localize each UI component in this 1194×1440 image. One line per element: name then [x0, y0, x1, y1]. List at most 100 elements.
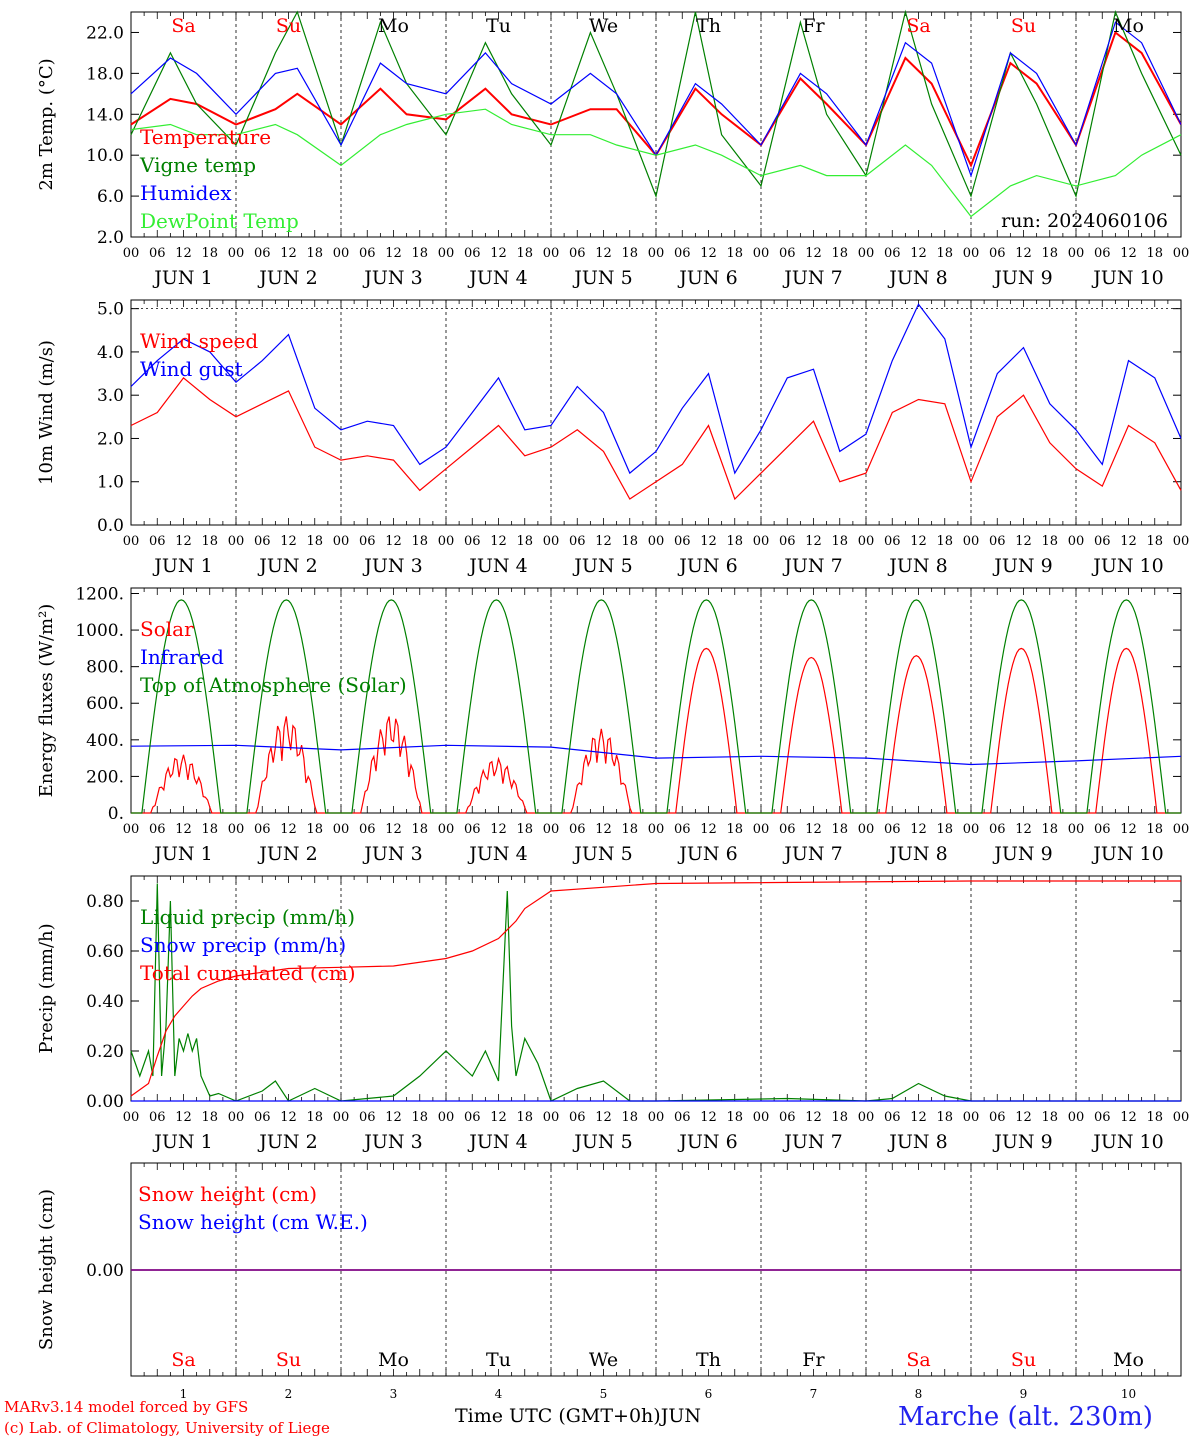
hour-tick-label: 06 [1094, 822, 1111, 837]
day-tick-label: JUN 10 [1091, 267, 1163, 289]
day-tick-label: JUN 8 [887, 267, 947, 289]
series-line [130, 377, 1182, 501]
y-tick-label: 400. [86, 731, 124, 751]
hour-tick-label: 00 [543, 1110, 560, 1125]
hour-tick-label: 18 [831, 246, 848, 261]
hour-tick-label: 00 [123, 1110, 140, 1125]
hour-tick-label: 18 [516, 822, 533, 837]
hour-tick-label: 06 [149, 1110, 166, 1125]
hour-tick-label: 18 [936, 534, 953, 549]
hour-tick-label: 06 [254, 246, 271, 261]
weekday-label: Tu [486, 15, 511, 37]
hour-tick-label: 00 [543, 246, 560, 261]
hour-tick-label: 00 [963, 534, 980, 549]
day-tick-label: JUN 4 [467, 555, 527, 577]
hour-tick-label: 12 [385, 534, 402, 549]
hour-tick-label: 00 [438, 1110, 455, 1125]
hour-tick-label: 12 [1120, 822, 1137, 837]
hour-tick-label: 06 [359, 822, 376, 837]
hour-tick-label: 18 [516, 246, 533, 261]
day-tick-label: JUN 6 [677, 267, 737, 289]
hour-tick-label: 18 [621, 246, 638, 261]
date-label: 9 [1020, 1387, 1028, 1401]
hour-tick-label: 00 [1173, 534, 1190, 549]
hour-tick-label: 18 [831, 822, 848, 837]
hour-tick-label: 00 [963, 822, 980, 837]
legend-entry: Wind speed [140, 329, 258, 353]
hour-tick-label: 00 [228, 246, 245, 261]
hour-tick-label: 00 [228, 534, 245, 549]
hour-tick-label: 18 [201, 822, 218, 837]
y-tick-label: 3.0 [97, 386, 124, 406]
hour-tick-label: 00 [1068, 822, 1085, 837]
hour-tick-label: 00 [963, 1110, 980, 1125]
legend-entry: Vigne temp [139, 153, 256, 177]
weekday-label: Sa [171, 15, 195, 37]
hour-tick-label: 00 [753, 822, 770, 837]
hour-tick-label: 06 [1094, 246, 1111, 261]
hour-tick-label: 18 [726, 534, 743, 549]
y-axis-label: Energy fluxes (W/m²) [36, 604, 57, 798]
hour-tick-label: 18 [306, 1110, 323, 1125]
hour-tick-label: 12 [595, 246, 612, 261]
hour-tick-label: 06 [1094, 534, 1111, 549]
hour-tick-label: 06 [884, 246, 901, 261]
hour-tick-label: 06 [464, 822, 481, 837]
hour-tick-label: 00 [858, 822, 875, 837]
date-label: 7 [810, 1387, 818, 1401]
hour-tick-label: 06 [254, 534, 271, 549]
date-label: 3 [390, 1387, 398, 1401]
hour-tick-label: 12 [910, 534, 927, 549]
hour-tick-label: 00 [333, 534, 350, 549]
y-tick-label: 0. [108, 804, 124, 824]
hour-tick-label: 12 [280, 534, 297, 549]
hour-tick-label: 18 [201, 1110, 218, 1125]
hour-tick-label: 12 [1120, 246, 1137, 261]
y-axis-label: Snow height (cm) [36, 1189, 57, 1350]
hour-tick-label: 00 [1173, 822, 1190, 837]
hour-tick-label: 00 [1068, 534, 1085, 549]
hour-tick-label: 18 [621, 822, 638, 837]
panel-frame [130, 587, 1182, 814]
hour-tick-label: 12 [490, 822, 507, 837]
hour-tick-label: 12 [595, 1110, 612, 1125]
day-tick-label: JUN 6 [677, 843, 737, 865]
hour-tick-label: 12 [910, 1110, 927, 1125]
y-tick-label: 6.0 [97, 187, 124, 207]
y-tick-label: 1000. [75, 621, 124, 641]
hour-tick-label: 00 [543, 822, 560, 837]
hour-tick-label: 00 [438, 822, 455, 837]
hour-tick-label: 12 [280, 246, 297, 261]
hour-tick-label: 06 [674, 534, 691, 549]
hour-tick-label: 12 [1015, 1110, 1032, 1125]
hour-tick-label: 12 [175, 1110, 192, 1125]
day-tick-label: JUN 8 [887, 843, 947, 865]
y-tick-label: 0.40 [86, 992, 124, 1012]
day-tick-label: JUN 7 [782, 1131, 842, 1153]
hour-tick-label: 12 [805, 822, 822, 837]
legend-entry: Top of Atmosphere (Solar) [140, 673, 407, 697]
series-line [130, 880, 1181, 1097]
day-tick-label: JUN 7 [782, 843, 842, 865]
hour-tick-label: 12 [1120, 1110, 1137, 1125]
hour-tick-label: 06 [464, 1110, 481, 1125]
hour-tick-label: 00 [648, 822, 665, 837]
hour-tick-label: 18 [411, 1110, 428, 1125]
hour-tick-label: 12 [280, 822, 297, 837]
legend-entry: DewPoint Temp [140, 209, 299, 233]
date-label: 5 [600, 1387, 608, 1401]
weekday-label: Su [276, 15, 301, 37]
y-tick-label: 0.0 [97, 516, 124, 536]
panel-frame [130, 299, 1182, 526]
weekday-label: Mo [378, 15, 409, 37]
y-tick-label: 4.0 [97, 343, 124, 363]
hour-tick-label: 00 [333, 246, 350, 261]
hour-tick-label: 18 [1146, 1110, 1163, 1125]
hour-tick-label: 18 [411, 534, 428, 549]
day-tick-label: JUN 4 [467, 1131, 527, 1153]
hour-tick-label: 18 [831, 1110, 848, 1125]
hour-tick-label: 00 [333, 1110, 350, 1125]
legend-entry: Total cumulated (cm) [140, 961, 356, 985]
hour-tick-label: 00 [858, 534, 875, 549]
weekday-label: Su [276, 1349, 301, 1371]
